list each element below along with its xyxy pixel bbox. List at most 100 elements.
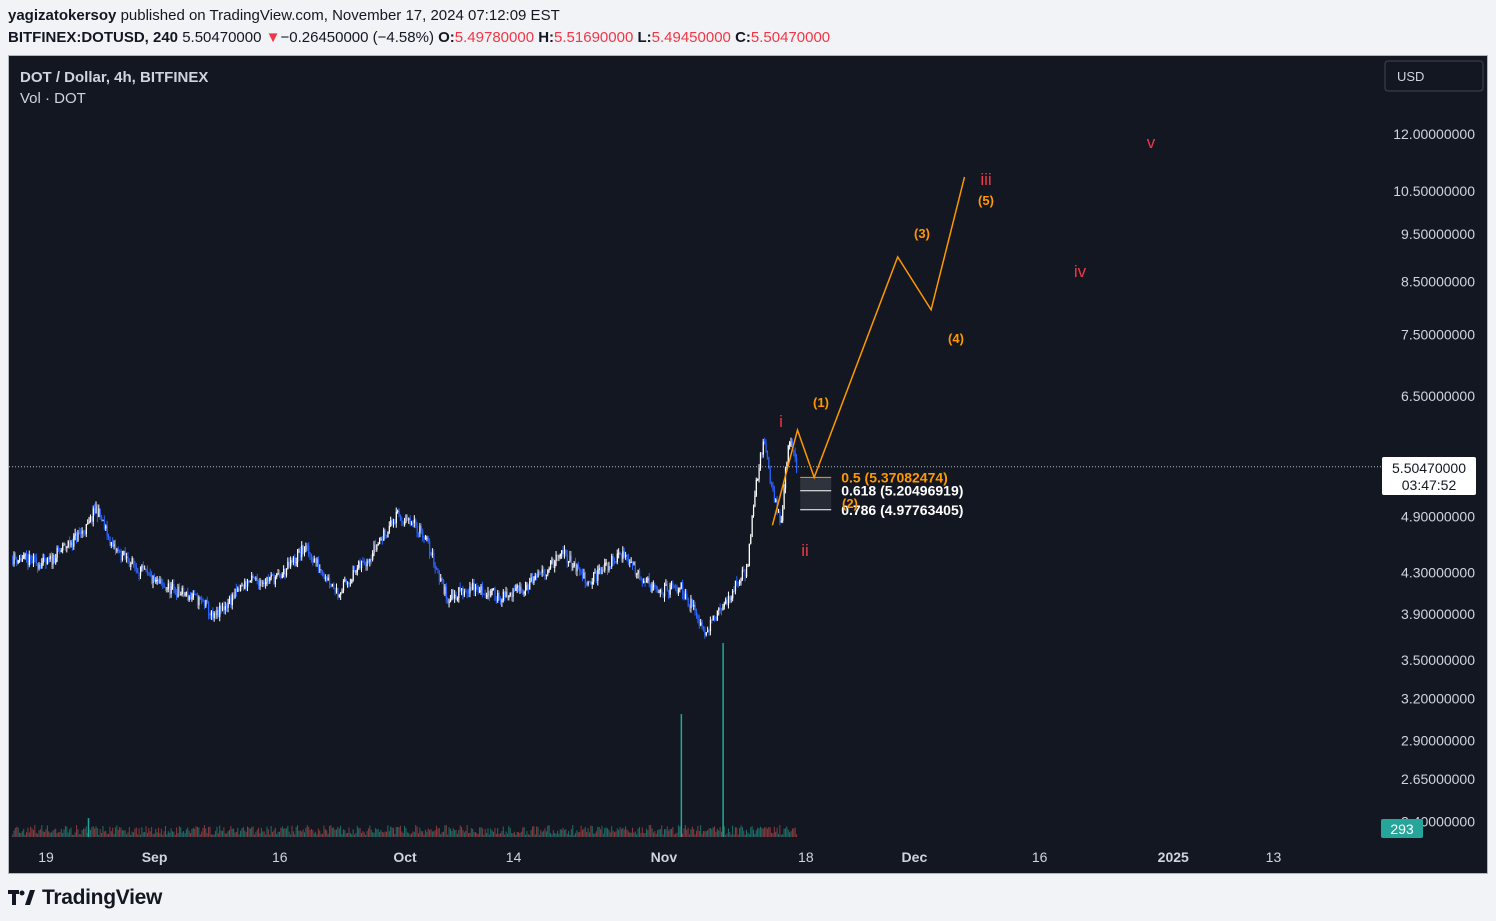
volume-bar: [126, 834, 128, 837]
candle-body: [445, 586, 447, 599]
volume-bar: [64, 825, 66, 837]
candle-body: [766, 450, 769, 458]
volume-bar: [543, 830, 545, 837]
volume-bar: [755, 830, 757, 837]
candle-body: [198, 597, 200, 606]
candle-body: [153, 575, 156, 582]
candle-body: [687, 598, 689, 607]
candle-body: [270, 574, 272, 578]
candle-body: [544, 572, 546, 576]
price-axis[interactable]: 12.00000000 10.50000000 9.50000000 8.500000…: [1393, 126, 1475, 829]
candle-body: [21, 558, 24, 562]
volume-bar: [552, 830, 554, 837]
fib-retracement[interactable]: 0.5 (5.37082474)0.618 (5.20496919) 0.786 …: [800, 469, 963, 518]
volume-bar: [326, 830, 328, 837]
candle-body: [669, 585, 671, 595]
candle-body: [744, 571, 746, 577]
candle-body: [424, 537, 427, 540]
candle-body: [277, 573, 279, 575]
volume-bar: [146, 832, 148, 837]
currency-button[interactable]: USD: [1384, 60, 1484, 92]
candle-body: [310, 554, 313, 562]
price-axis-tick: 12.00000000: [1393, 126, 1475, 142]
candle-body: [483, 593, 485, 595]
volume-bar: [235, 831, 237, 837]
volume-bar: [290, 834, 292, 837]
author-name[interactable]: yagizatokersoy: [8, 7, 117, 24]
volume-bar: [287, 825, 289, 837]
candle-body: [37, 563, 39, 569]
volume-bar: [348, 827, 350, 837]
candle-body: [190, 596, 192, 600]
candle-body: [787, 445, 789, 463]
candle-body: [623, 551, 625, 557]
volume-bar: [504, 834, 506, 837]
candle-body: [94, 508, 96, 513]
candle-body: [512, 588, 514, 597]
candle-body: [273, 574, 275, 585]
volume-bar: [565, 829, 567, 837]
volume-bar: [727, 828, 729, 837]
volume-bar: [98, 834, 100, 837]
candle-body: [481, 586, 484, 594]
wave-projection-line[interactable]: [771, 176, 966, 526]
time-axis-tick: Sep: [142, 849, 168, 865]
volume-bar: [354, 834, 356, 837]
volume-bar: [85, 826, 87, 837]
volume-bar: [601, 825, 603, 837]
volume-bar: [169, 832, 171, 837]
candle-body: [452, 589, 454, 599]
candle-body: [212, 611, 214, 619]
volume-bar: [508, 826, 510, 837]
candle-body: [146, 570, 149, 573]
chart-panel[interactable]: 0.5 (5.37082474) 0.618 (5.20496919) 0.786 …: [8, 55, 1488, 874]
volume-bar: [395, 826, 397, 837]
candle-body: [173, 584, 175, 589]
candle-body: [399, 515, 402, 521]
candle-body: [598, 568, 600, 571]
volume-bar: [622, 827, 624, 837]
candle-body: [758, 468, 760, 480]
fib-zone-lower: [800, 490, 832, 510]
candle-body: [436, 569, 438, 571]
volume-bar: [67, 832, 69, 837]
candle-body: [334, 588, 336, 593]
volume-bar: [556, 830, 558, 837]
volume-bar: [605, 827, 607, 837]
volume-bar: [401, 831, 403, 837]
volume-bar: [134, 828, 136, 837]
volume-bar: [409, 834, 411, 837]
candle-body: [401, 520, 403, 522]
volume-bar: [443, 831, 444, 837]
candle-body: [533, 579, 535, 584]
candle-body: [169, 583, 171, 594]
volume-bar: [723, 826, 725, 837]
volume-bar: [682, 833, 684, 837]
volume-bar: [708, 828, 710, 837]
candle-body: [171, 584, 174, 587]
volume-bar: [643, 832, 645, 837]
volume-bar: [294, 834, 296, 837]
time-axis[interactable]: 19 Sep 16 Oct 14 Nov 18 Dec 16 2025 13: [38, 849, 1281, 865]
candle-body: [768, 457, 770, 469]
volume-bar: [317, 828, 319, 837]
volume-bar: [436, 825, 438, 837]
candle-body: [27, 557, 29, 566]
time-axis-tick: 18: [798, 849, 814, 865]
candle-body: [455, 594, 457, 600]
volume-bar: [251, 827, 253, 837]
candle-body: [26, 554, 28, 558]
price-chart[interactable]: 0.5 (5.37082474)0.618 (5.20496919) 0.786 …: [9, 56, 1487, 873]
volume-bar: [721, 831, 722, 837]
candle-body: [661, 589, 663, 594]
volume-bar: [305, 827, 307, 837]
wave-label-iii: iii: [980, 170, 991, 189]
volume-bar: [582, 829, 583, 837]
candle-body: [602, 569, 605, 571]
candle-body: [372, 553, 374, 560]
volume-bar: [392, 828, 394, 837]
candle-body: [694, 604, 696, 612]
volume-bar: [748, 834, 750, 837]
candle-body: [309, 553, 311, 555]
publication-header: yagizatokersoy published on TradingView.…: [8, 0, 1488, 54]
